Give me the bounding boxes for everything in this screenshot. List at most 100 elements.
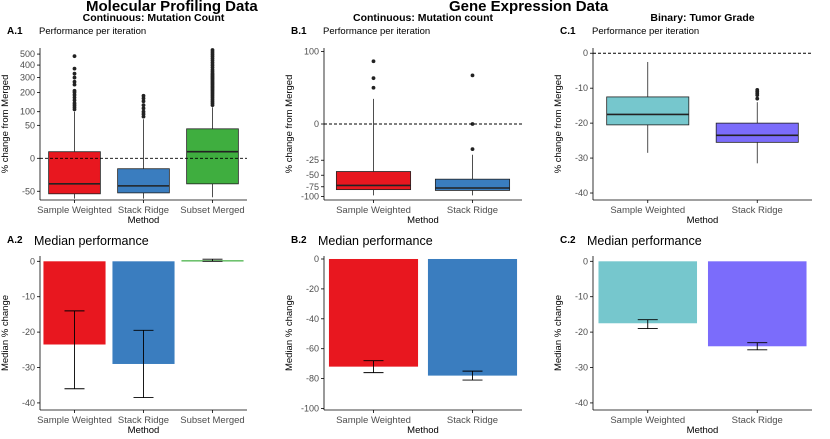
panel-a1: A.1 Continuous: Mutation Count Performance… — [0, 12, 247, 226]
box-outlier-point — [72, 101, 77, 106]
y-tick-label: -60 — [306, 344, 319, 354]
bar-1 — [598, 261, 698, 324]
y-tick-label: -100 — [301, 191, 319, 201]
box-outlier-point — [470, 122, 475, 126]
box-outlier-point — [72, 82, 77, 87]
y-tick-label: -10 — [22, 292, 35, 302]
panel-label: A.2 — [7, 235, 23, 246]
y-tick-label: -30 — [575, 153, 588, 163]
panel-title: Median performance — [587, 234, 702, 248]
y-tick-label: -80 — [306, 374, 319, 384]
box-outlier-point — [72, 66, 77, 71]
y-tick-label: 100 — [20, 107, 35, 117]
panel-title: Median performance — [34, 234, 149, 248]
x-axis-label: Method — [407, 215, 439, 226]
y-tick-label: -40 — [22, 398, 35, 408]
box-outlier-point — [470, 147, 475, 152]
x-axis-label: Method — [128, 425, 160, 436]
y-tick-label: -40 — [306, 314, 319, 324]
y-tick-label: -20 — [575, 118, 588, 128]
x-axis-label: Method — [687, 425, 719, 436]
box-1 — [335, 171, 412, 191]
box-outlier-point — [371, 59, 376, 64]
box-outlier-point — [371, 76, 376, 81]
x-axis-label: Method — [407, 425, 439, 436]
box-1 — [606, 96, 690, 126]
x-tick-label: Sample Weighted — [610, 415, 685, 426]
panel-b1: B.1 Continuous: Mutation count Performance… — [284, 12, 522, 226]
box-outlier-point — [72, 75, 77, 80]
box-outlier-point — [72, 79, 77, 84]
x-axis-label: Method — [128, 215, 160, 226]
y-tick-label: -20 — [306, 284, 319, 294]
bar-2 — [707, 261, 807, 347]
y-axis-label: % change from Merged — [0, 75, 11, 174]
x-axis-label: Method — [687, 215, 719, 226]
y-tick-label: -20 — [575, 327, 588, 337]
y-tick-label: 100 — [304, 47, 319, 57]
box-outlier-point — [72, 88, 77, 93]
y-tick-label: 50 — [25, 120, 35, 130]
x-tick-label: Stack Ridge — [732, 205, 783, 216]
box-outlier-point — [141, 103, 146, 108]
panel-b2: B.2 Median performance 0 -20 -40 -60 -80 -100 Me… — [284, 234, 522, 436]
panel-header: Continuous: Mutation count — [353, 12, 493, 24]
panel-subtitle: Performance per iteration — [592, 26, 699, 37]
bar-2 — [427, 258, 518, 376]
box-outlier-point — [755, 88, 760, 92]
y-tick-label: -50 — [306, 170, 319, 180]
box-outlier-point — [141, 99, 146, 104]
box-3 — [186, 128, 239, 185]
box-outlier-point — [141, 106, 146, 111]
x-tick-label: Stack Ridge — [118, 415, 169, 426]
panel-a2: A.2 Median performance 0 -10 -20 -30 -40 Median… — [0, 234, 247, 436]
y-tick-label: 500 — [20, 49, 35, 59]
y-tick-label: -100 — [301, 404, 319, 414]
panel-label: B.2 — [291, 235, 307, 246]
panel-c2: C.2 Median performance 0 -10 -20 -30 -40 Median… — [553, 234, 812, 436]
y-tick-label: 0 — [30, 256, 35, 266]
y-tick-label: 200 — [20, 87, 35, 97]
box-outlier-point — [141, 96, 146, 101]
y-tick-label: -10 — [575, 292, 588, 302]
panel-header: Continuous: Mutation Count — [83, 12, 225, 24]
y-tick-label: 0 — [314, 119, 319, 129]
panel-label: C.2 — [560, 235, 576, 246]
box-outlier-point — [141, 109, 146, 114]
y-tick-label: -40 — [575, 188, 588, 198]
y-tick-label: -40 — [575, 398, 588, 408]
panel-subtitle: Performance per iteration — [39, 26, 146, 37]
x-tick-label: Sample Weighted — [37, 205, 112, 216]
x-tick-label: Stack Ridge — [447, 205, 498, 216]
x-tick-label: Stack Ridge — [118, 205, 169, 216]
y-tick-label: 0 — [30, 153, 35, 163]
x-tick-label: Subset Merged — [180, 205, 244, 216]
section-title-gene: Gene Expression Data — [449, 0, 609, 15]
y-axis-label: % change from Merged — [284, 75, 295, 174]
y-tick-label: -30 — [22, 363, 35, 373]
x-tick-label: Sample Weighted — [336, 205, 411, 216]
y-tick-label: 0 — [583, 256, 588, 266]
box-outlier-point — [72, 98, 77, 103]
panel-label: A.1 — [7, 26, 23, 37]
y-axis-label: Median % change — [284, 295, 295, 371]
box-outlier-point — [72, 54, 77, 59]
y-axis-label: Median % change — [0, 295, 11, 371]
panel-label: B.1 — [291, 26, 307, 37]
bar-1 — [328, 258, 419, 367]
box-outlier-point — [371, 85, 376, 90]
box-outlier-point — [755, 96, 760, 101]
box-outlier-point — [72, 95, 77, 100]
box-2 — [715, 122, 799, 143]
y-tick-label: -10 — [575, 83, 588, 93]
box-outlier-point — [210, 48, 215, 52]
y-tick-label: 0 — [583, 48, 588, 58]
panel-label: C.1 — [560, 26, 576, 37]
y-tick-label: -20 — [22, 327, 35, 337]
y-tick-label: 0 — [314, 254, 319, 264]
y-tick-label: 300 — [20, 73, 35, 83]
box-2 — [434, 178, 511, 191]
y-tick-label: -30 — [575, 363, 588, 373]
panel-header: Binary: Tumor Grade — [650, 12, 754, 24]
